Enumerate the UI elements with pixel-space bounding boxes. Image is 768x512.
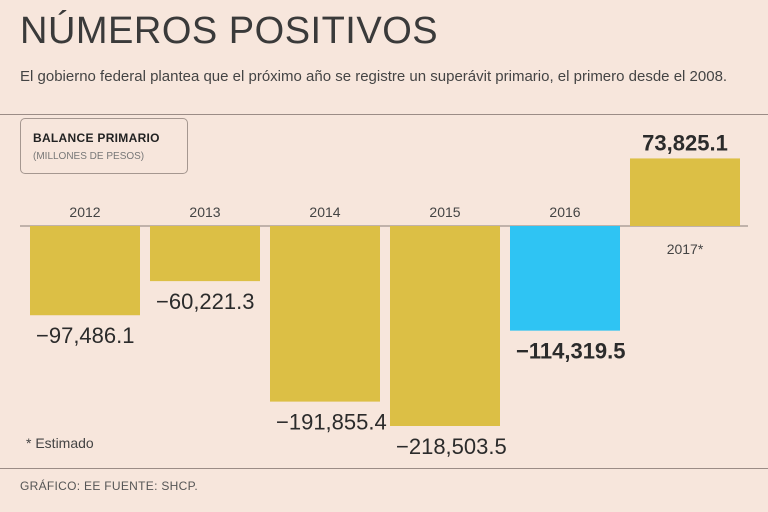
page-title: NÚMEROS POSITIVOS	[20, 10, 439, 52]
legend-box: BALANCE PRIMARIO (MILLONES DE PESOS)	[20, 118, 188, 174]
value-label: −114,319.5	[516, 339, 626, 364]
source-credit: GRÁFICO: EE FUENTE: SHCP.	[20, 479, 198, 493]
category-label: 2013	[189, 204, 220, 220]
bar-2012	[30, 226, 140, 316]
estimate-note: * Estimado	[26, 435, 94, 451]
category-label: 2017*	[667, 241, 704, 257]
legend-subtitle: (MILLONES DE PESOS)	[33, 151, 145, 162]
top-divider	[0, 114, 768, 115]
category-label: 2014	[309, 204, 340, 220]
bar-2016	[510, 226, 620, 331]
category-label: 2012	[69, 204, 100, 220]
value-label: −60,221.3	[156, 289, 254, 314]
value-label: −191,855.4	[276, 410, 387, 435]
bar-2014	[270, 226, 380, 402]
bar-2017	[630, 158, 740, 226]
page-subtitle: El gobierno federal plantea que el próxi…	[20, 68, 728, 85]
category-label: 2016	[549, 204, 580, 220]
bottom-divider	[0, 468, 768, 469]
bar-2013	[150, 226, 260, 282]
bar-2015	[390, 226, 500, 426]
value-label: −218,503.5	[396, 434, 507, 459]
value-label: −97,486.1	[36, 323, 134, 348]
category-label: 2015	[429, 204, 460, 220]
value-label: 73,825.1	[642, 130, 728, 155]
legend-title: BALANCE PRIMARIO	[33, 131, 160, 145]
